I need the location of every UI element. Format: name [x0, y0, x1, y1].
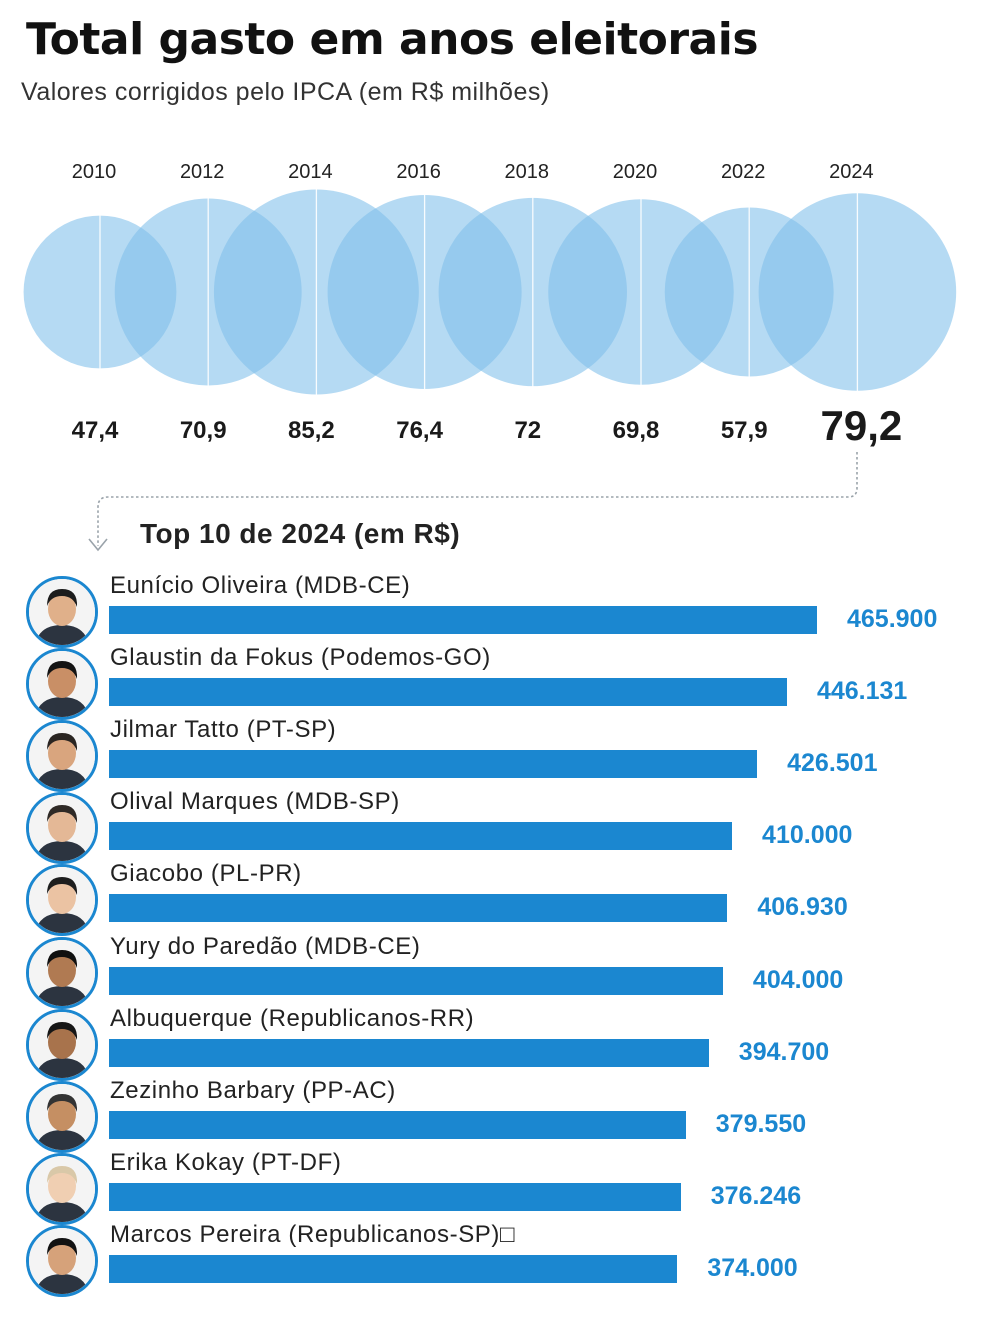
candidate-photo: [26, 1152, 98, 1225]
year-label: 2014: [288, 161, 333, 183]
candidate-photo: [26, 792, 98, 865]
candidate-photo: [26, 648, 98, 721]
bar-row: Giacobo (PL-PR) 406.930: [0, 860, 984, 937]
candidate-photo: [26, 936, 98, 1009]
year-label: 2020: [613, 161, 658, 183]
candidate-name: Yury do Paredão (MDB-CE): [110, 932, 421, 960]
spending-bar: [109, 1038, 709, 1067]
bar-row: Jilmar Tatto (PT-SP) 426.501: [0, 716, 984, 793]
bar-value-label: 379.550: [715, 1109, 807, 1138]
bubble-value-label: 85,2: [288, 417, 335, 444]
candidate-photo: [26, 720, 98, 793]
spending-bar: [109, 822, 733, 851]
bar-value-label: 465.900: [847, 605, 938, 633]
bubble-value-label: 47,4: [72, 417, 119, 444]
spending-bar: [109, 1110, 686, 1139]
bar-value-label: 406.930: [757, 893, 848, 922]
spending-bar: [109, 894, 728, 923]
candidate-photo: [26, 1224, 98, 1297]
chart-subtitle: Valores corrigidos pelo IPCA (em R$ milh…: [21, 78, 550, 106]
spending-bar: [109, 606, 817, 634]
spending-bar: [109, 750, 758, 779]
bar-row: Eunício Oliveira (MDB-CE) 465.900: [0, 572, 984, 648]
bubble-value-label: 70,9: [180, 417, 227, 444]
candidate-photo: [26, 1080, 98, 1153]
bar-row: Yury do Paredão (MDB-CE) 404.000: [0, 932, 984, 1009]
bar-row: Zezinho Barbary (PP-AC) 379.550: [0, 1076, 984, 1153]
candidate-name: Eunício Oliveira (MDB-CE): [110, 572, 411, 599]
bar-row: Marcos Pereira (Republicanos-SP)□ 374.000: [0, 1220, 984, 1297]
bar-row: Albuquerque (Republicanos-RR) 394.700: [0, 1004, 984, 1081]
bubble-value-label: 79,2: [821, 402, 903, 449]
connector-arrow: [88, 452, 858, 552]
candidate-name: Olival Marques (MDB-SP): [110, 788, 400, 816]
candidate-name: Zezinho Barbary (PP-AC): [110, 1076, 396, 1104]
spending-bar: [109, 966, 723, 995]
chart-title: Total gasto em anos eleitorais: [26, 14, 759, 65]
candidate-name: Giacobo (PL-PR): [110, 860, 302, 888]
bar-value-label: 426.501: [787, 749, 878, 778]
bar-row: Erika Kokay (PT-DF) 376.246: [0, 1148, 984, 1225]
bubble-value-label: 76,4: [396, 417, 443, 444]
bubble-chart: 2010 47,4 2012 70,9 2014 85,2 2016 76,4 2018 72 20…: [23, 161, 957, 449]
candidate-name: Erika Kokay (PT-DF): [110, 1148, 342, 1176]
candidate-name: Marcos Pereira (Republicanos-SP)□: [110, 1220, 516, 1248]
bar-value-label: 404.000: [752, 965, 844, 994]
bar-value-label: 394.700: [738, 1037, 830, 1066]
year-label: 2012: [180, 161, 225, 183]
spending-bar: [109, 1182, 681, 1211]
bubble-value-label: 69,8: [613, 417, 660, 444]
year-label: 2016: [396, 161, 441, 183]
bar-row: Olival Marques (MDB-SP) 410.000: [0, 788, 984, 865]
top10-title: Top 10 de 2024 (em R$): [140, 518, 461, 549]
bar-value-label: 446.131: [816, 677, 908, 706]
bubble-value-label: 72: [514, 417, 541, 444]
bar-row: Glaustin da Fokus (Podemos-GO) 446.131: [0, 644, 984, 721]
candidate-photo: [26, 1008, 98, 1081]
candidate-name: Jilmar Tatto (PT-SP): [110, 716, 337, 744]
year-label: 2018: [505, 161, 550, 183]
year-label: 2024: [829, 161, 874, 183]
year-label: 2010: [72, 161, 117, 183]
spending-bar: [109, 1254, 678, 1283]
bar-value-label: 376.246: [710, 1181, 802, 1210]
bar-value-label: 374.000: [707, 1253, 798, 1282]
spending-bar: [109, 678, 787, 707]
candidate-photo: [26, 864, 98, 937]
candidate-name: Glaustin da Fokus (Podemos-GO): [110, 644, 491, 672]
bar-value-label: 410.000: [762, 821, 853, 850]
bubble-value-label: 57,9: [721, 417, 768, 444]
year-label: 2022: [721, 161, 766, 183]
candidate-photo: [26, 576, 98, 648]
candidate-name: Albuquerque (Republicanos-RR): [110, 1004, 475, 1032]
